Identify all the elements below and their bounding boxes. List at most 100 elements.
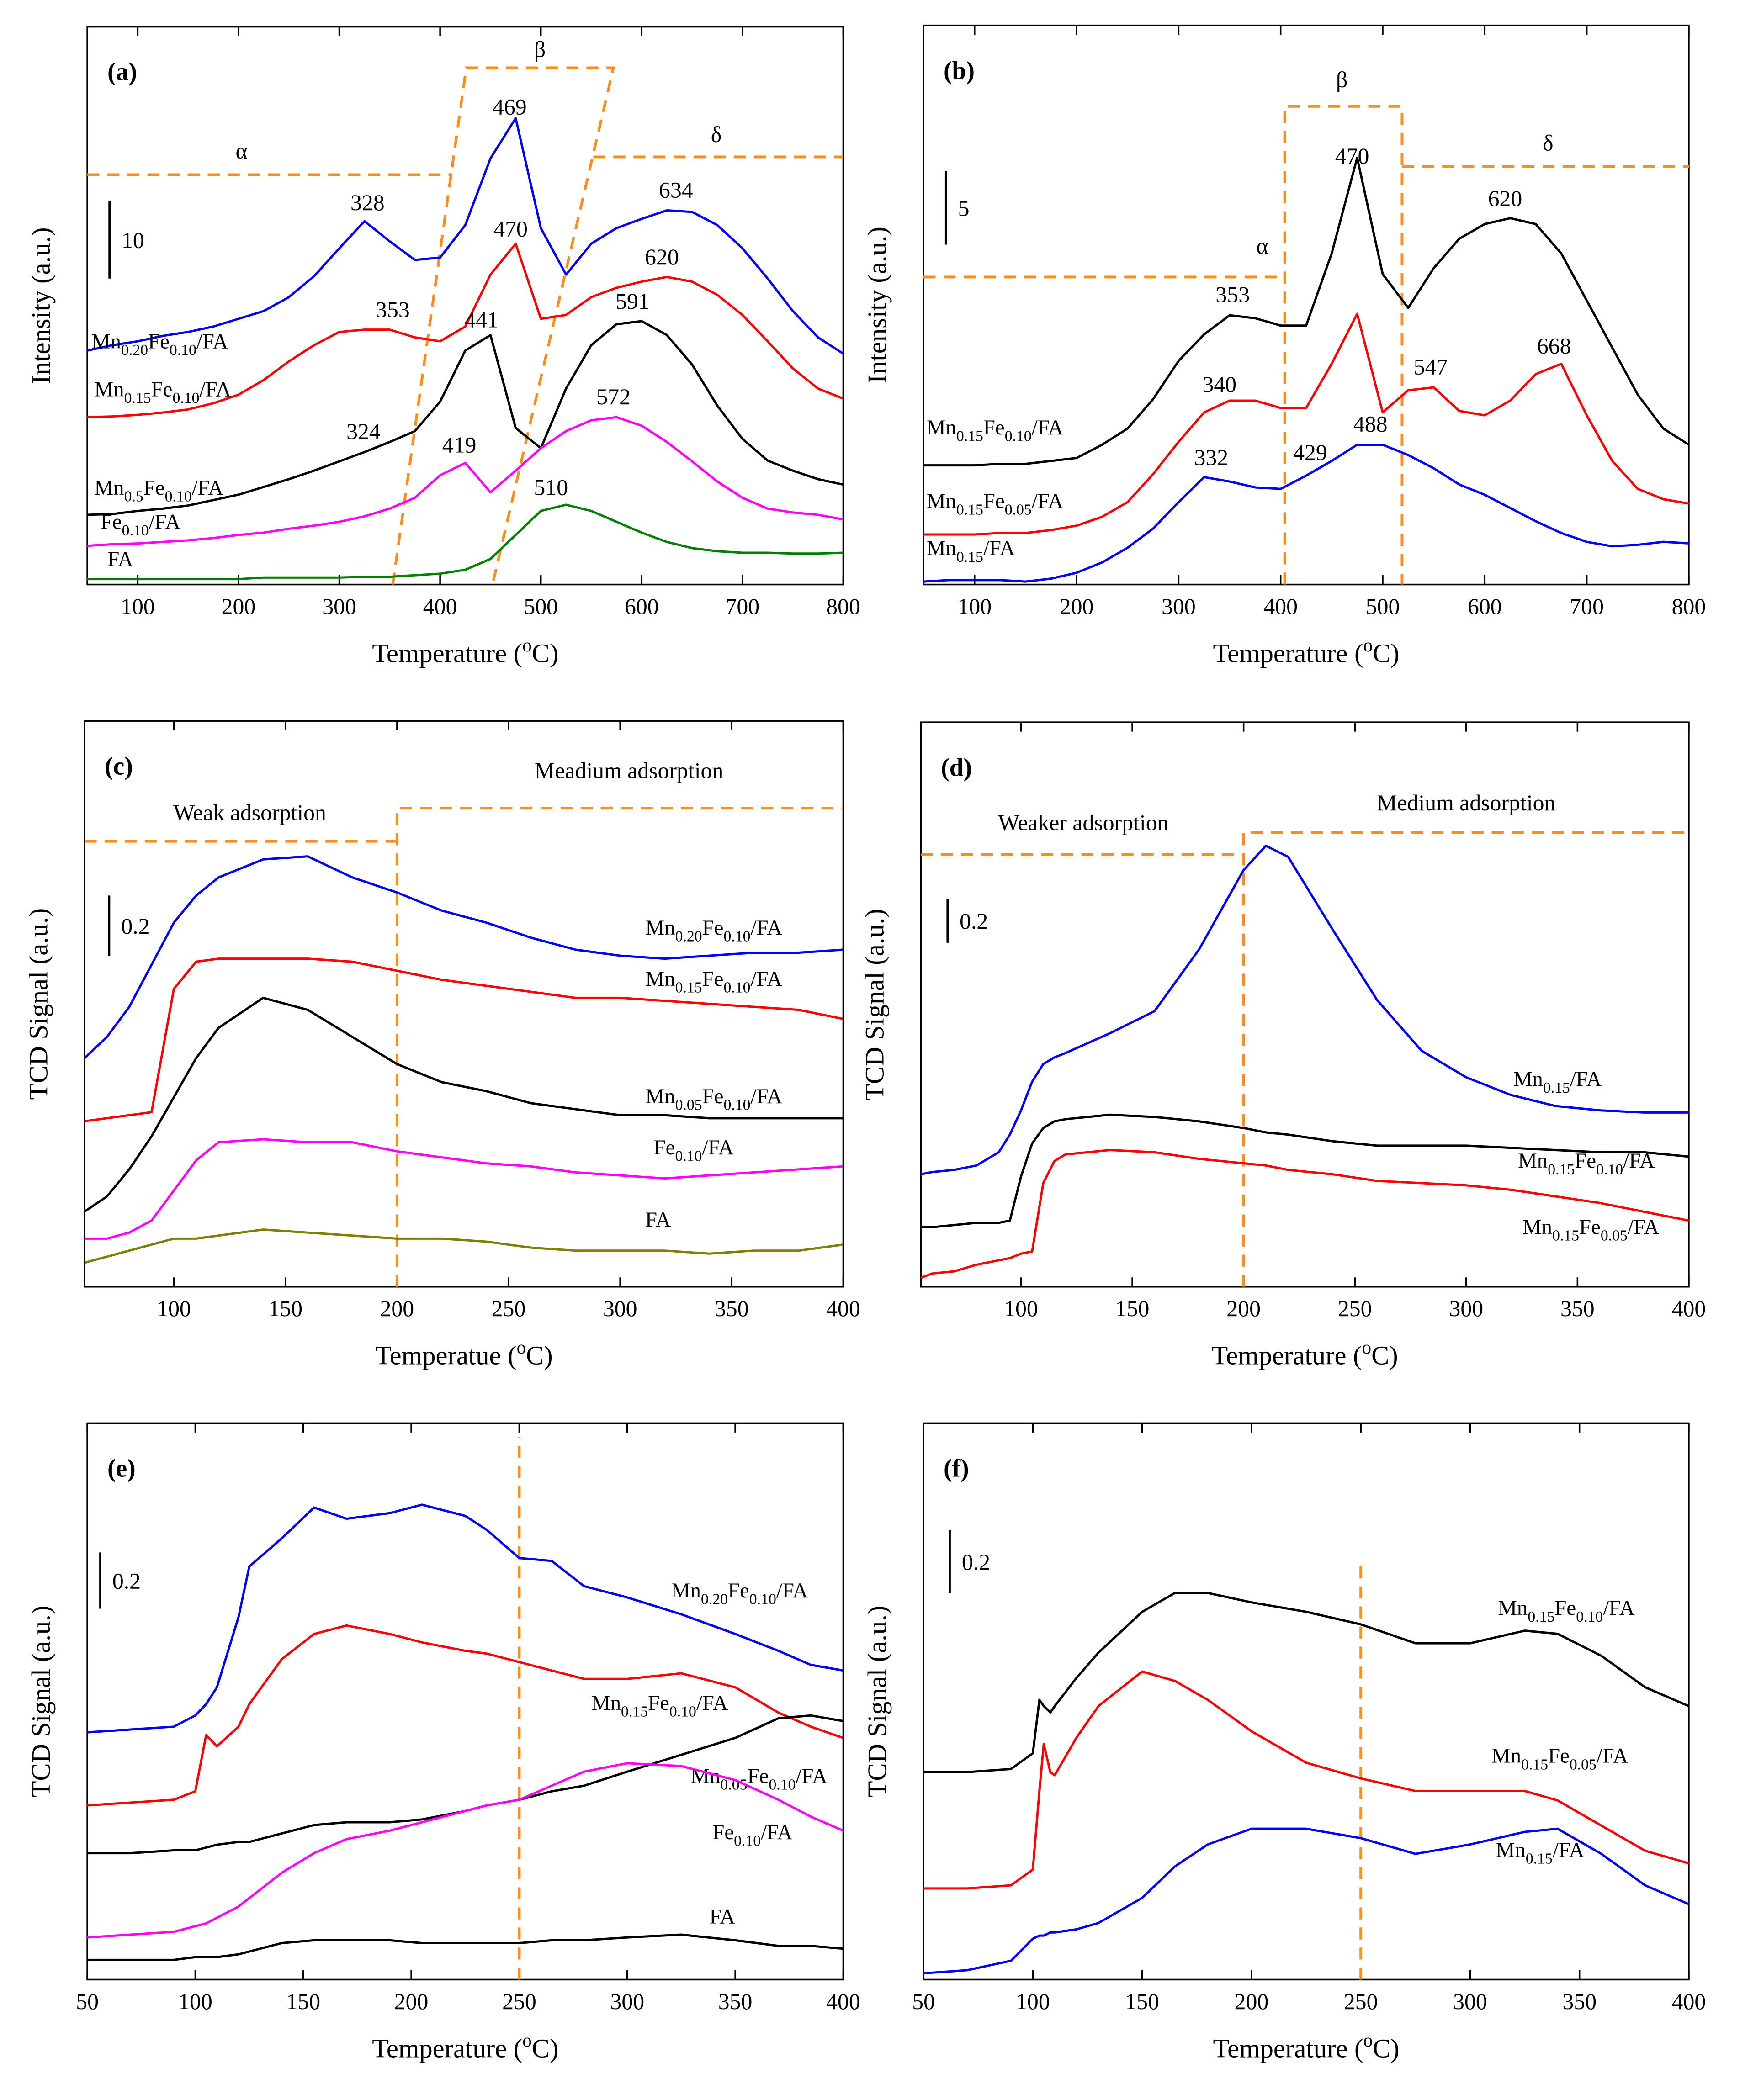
x-tick-label: 350 [1560, 1296, 1595, 1321]
x-tick-label: 400 [826, 1989, 860, 2014]
panel-label: (b) [944, 57, 975, 85]
region-label: α [236, 138, 248, 164]
panel-label: (c) [105, 752, 133, 780]
series-label: Mn0.15Fe0.05/FA [1491, 1744, 1629, 1773]
y-axis-label: TCD Signal (a.u.) [862, 1606, 892, 1798]
x-tick-label: 400 [423, 594, 457, 619]
x-tick-label: 100 [1004, 1296, 1038, 1321]
peak-label: 591 [615, 289, 650, 314]
series-label: FA [645, 1208, 671, 1232]
series-line [87, 1503, 843, 1734]
x-tick-label: 250 [1344, 1989, 1378, 2014]
series-label: Mn0.20Fe0.10/FA [91, 329, 228, 359]
x-tick-label: 600 [1468, 594, 1502, 619]
series-label: Mn0.20Fe0.10/FA [671, 1579, 808, 1608]
guide-line [1242, 831, 1689, 1287]
plot-frame [86, 26, 844, 586]
scale-bar-label: 5 [958, 196, 970, 221]
series-line [87, 242, 844, 418]
x-axis-label: Temperature (oC) [1213, 2030, 1399, 2063]
series-label: Mn0.15Fe0.10/FA [1518, 1149, 1655, 1178]
peak-label: 324 [346, 419, 381, 444]
peak-label: 634 [659, 177, 693, 202]
x-axis-label: Temperature (oC) [372, 635, 558, 668]
peak-label: 488 [1353, 411, 1388, 436]
guide-line [391, 66, 615, 585]
plot-frame [923, 24, 1690, 586]
x-tick-label: 300 [1453, 1989, 1487, 2014]
series-line [920, 844, 1689, 1176]
peak-label: 668 [1537, 333, 1571, 358]
series-label: Mn0.15Fe0.10/FA [95, 377, 232, 407]
series-line [87, 117, 844, 355]
region-label: δ [1543, 130, 1553, 155]
series-line [87, 1762, 844, 1939]
region-label: β [1336, 67, 1347, 92]
peak-label: 572 [596, 384, 631, 409]
series-label: Mn0.15Fe0.10/FA [927, 416, 1064, 445]
x-axis-label: Temperatue (oC) [375, 1337, 553, 1370]
x-axis-label: Temperature (oC) [1213, 635, 1399, 668]
peak-label: 470 [1335, 143, 1369, 169]
region-label: Weak adsorption [173, 800, 326, 825]
series-label: Mn0.15/FA [1496, 1838, 1585, 1867]
x-tick-label: 300 [322, 594, 356, 619]
x-tick-label: 800 [1672, 594, 1706, 619]
peak-label: 620 [645, 244, 679, 270]
series-line [85, 1138, 843, 1240]
scale-bar-label: 0.2 [121, 914, 149, 939]
peak-label: 620 [1488, 186, 1522, 211]
series-label: Fe0.10/FA [654, 1136, 734, 1165]
series-line [87, 503, 843, 581]
x-tick-label: 700 [726, 594, 760, 619]
x-axis-label: Temperature (oC) [1212, 1337, 1398, 1370]
panel: 100 150 200 250 300 350 400 Temperature (oC) TCD… [859, 721, 1706, 1370]
x-tick-label: 150 [1115, 1296, 1150, 1321]
region-label: δ [711, 122, 721, 147]
series-line [87, 1933, 843, 1961]
series-line [84, 996, 843, 1213]
panel: 100 200 300 400 500 600 700 800 Temperature (oC)… [862, 24, 1706, 668]
series-label: FA [107, 547, 133, 571]
x-tick-label: 400 [1672, 1296, 1706, 1321]
series-label: Mn0.15Fe0.05/FA [927, 489, 1064, 518]
series-label: Mn0.15Fe0.05/FA [1522, 1215, 1660, 1244]
x-tick-label: 200 [394, 1989, 429, 2014]
x-tick-label: 100 [157, 1296, 191, 1321]
x-tick-label: 800 [826, 594, 860, 619]
series-line [87, 416, 843, 547]
panel-label: (e) [107, 1455, 136, 1483]
series-label: Mn0.20Fe0.10/FA [646, 916, 783, 945]
x-tick-label: 100 [121, 594, 155, 619]
series-line [87, 1624, 844, 1807]
x-tick-label: 400 [826, 1296, 860, 1321]
peak-label: 547 [1414, 354, 1448, 379]
x-tick-label: 150 [286, 1989, 320, 2014]
peak-label: 332 [1194, 445, 1229, 470]
peak-label: 441 [464, 307, 499, 332]
x-axis-label: Temperature (oC) [372, 2030, 558, 2063]
x-tick-label: 400 [1263, 594, 1298, 619]
y-axis-label: TCD Signal (a.u.) [23, 908, 53, 1100]
peak-label: 469 [493, 95, 527, 120]
x-tick-label: 200 [1226, 1296, 1261, 1321]
series-label: Mn0.15Fe0.10/FA [591, 1691, 728, 1720]
x-tick-label: 200 [380, 1296, 414, 1321]
series-line [87, 1714, 843, 1855]
x-tick-label: 400 [1672, 1989, 1706, 2014]
series-line [921, 1113, 1689, 1228]
series-line [87, 320, 843, 516]
series-label: Mn0.15Fe0.10/FA [1498, 1596, 1635, 1625]
x-tick-label: 150 [268, 1296, 302, 1321]
region-label: Meadium adsorption [535, 758, 723, 783]
series-line [923, 1592, 1689, 1773]
scale-bar-label: 10 [122, 227, 144, 253]
x-tick-label: 250 [492, 1296, 526, 1321]
series-label: Mn0.05Fe0.10/FA [646, 1084, 783, 1114]
series-line [923, 157, 1690, 467]
series-line [84, 1228, 843, 1264]
plot-frame [84, 720, 844, 1288]
x-tick-label: 300 [603, 1296, 637, 1321]
y-axis-label: TCD Signal (a.u.) [859, 909, 889, 1100]
